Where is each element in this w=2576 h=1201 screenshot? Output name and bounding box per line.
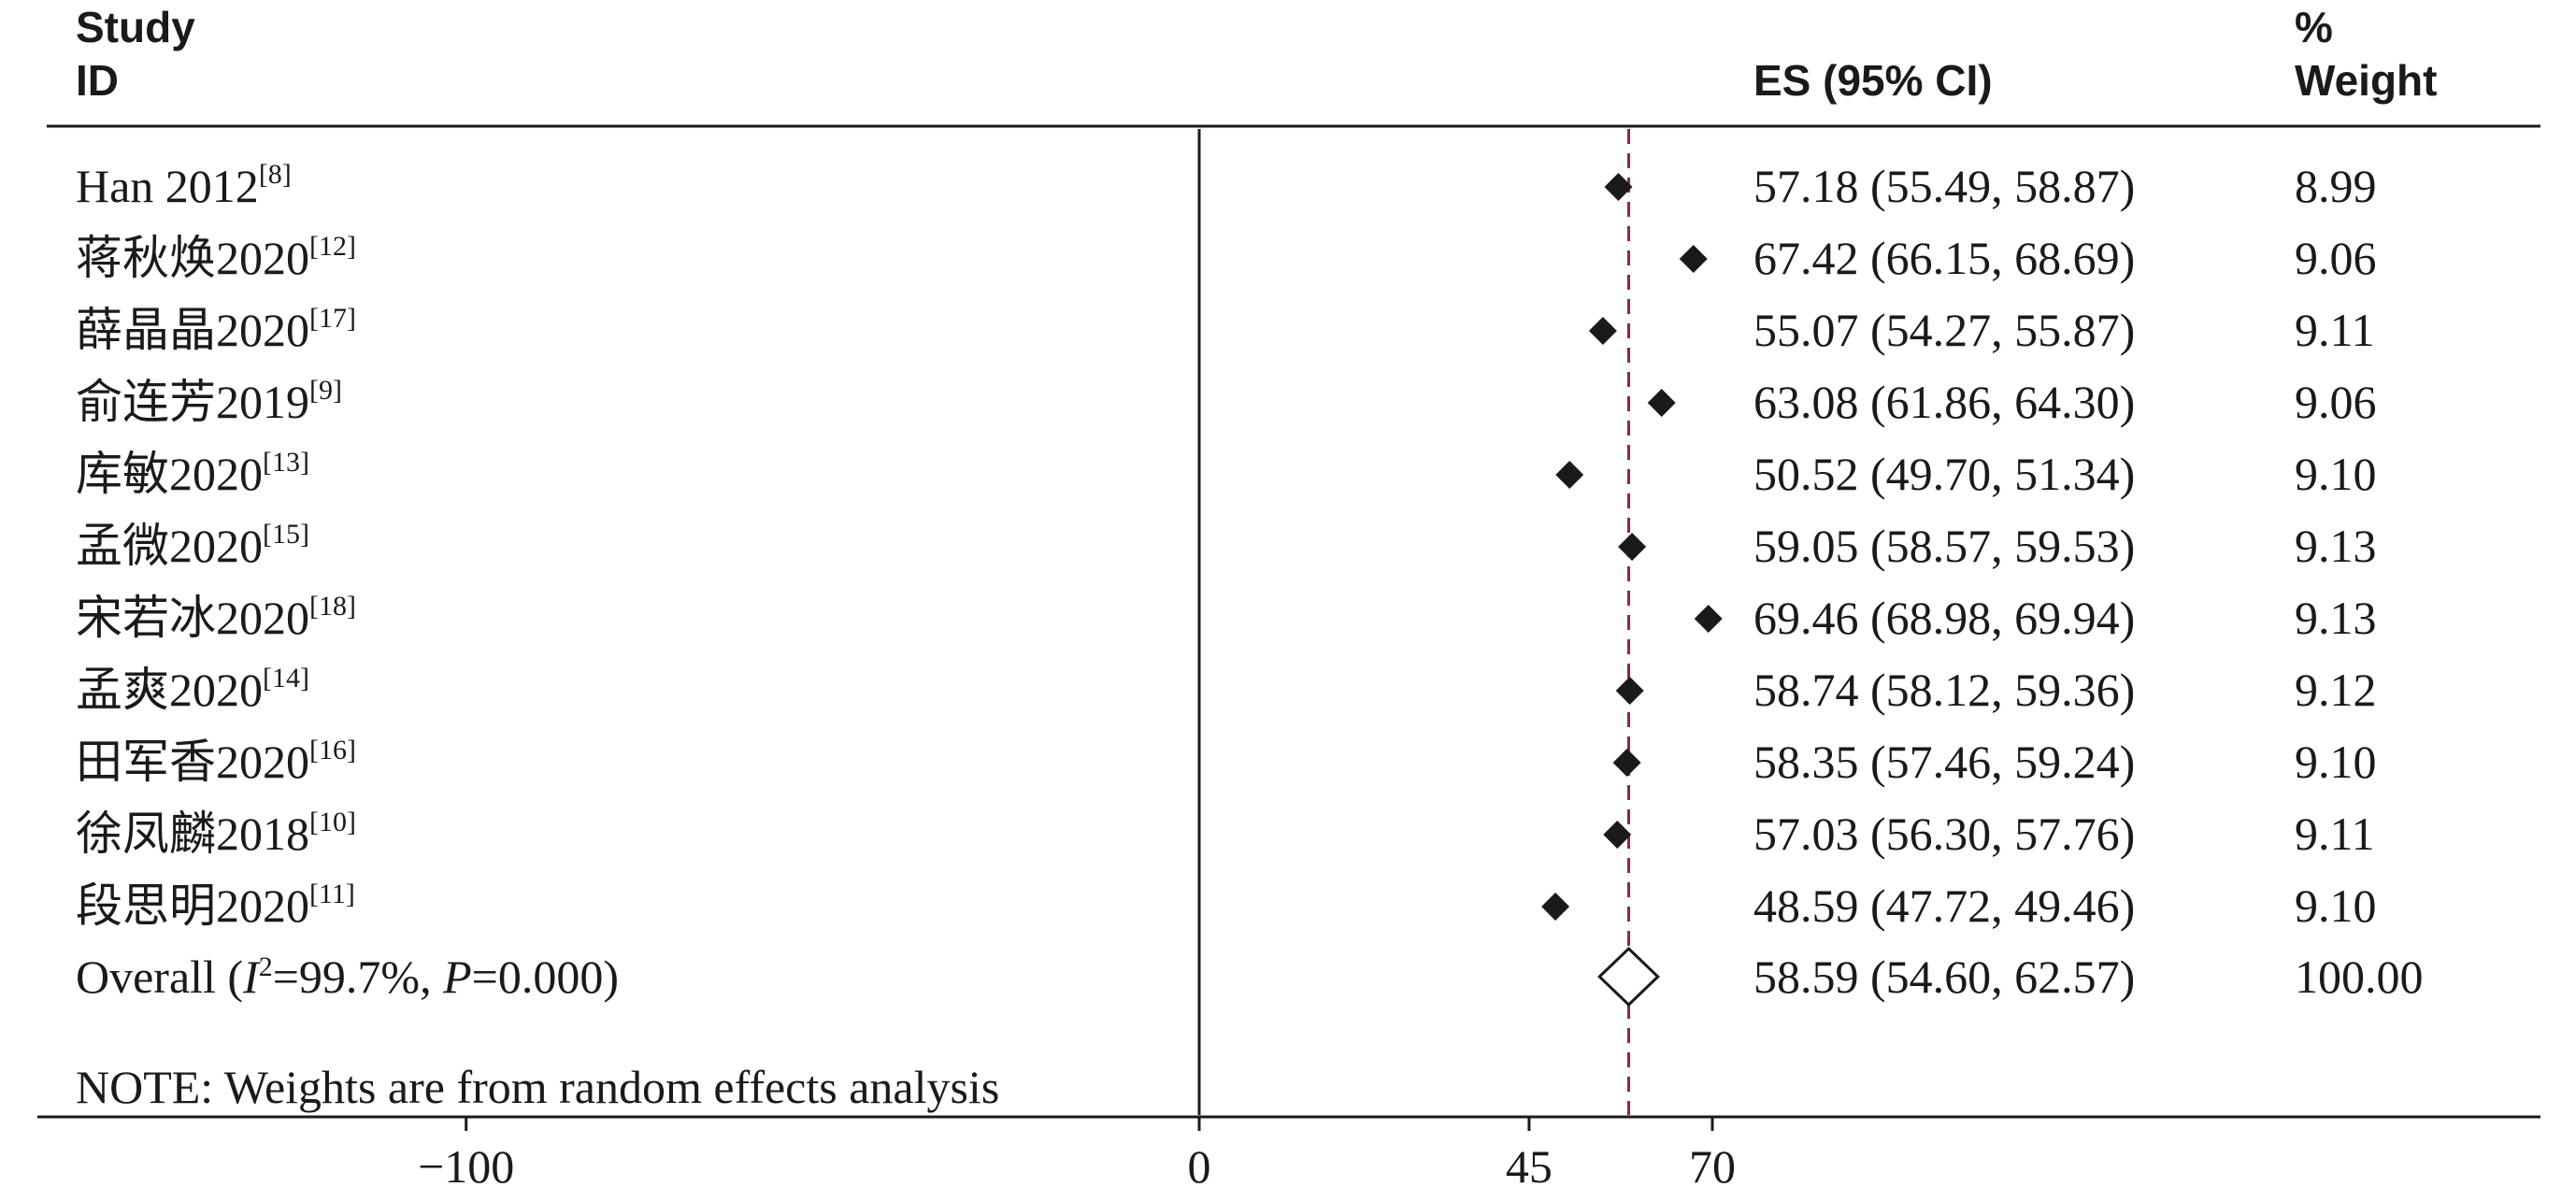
x-tick-label: 0 — [1188, 1140, 1211, 1193]
point-estimate-marker — [1604, 173, 1633, 201]
point-estimate-marker — [1618, 533, 1647, 561]
study-weight: 8.99 — [2295, 160, 2377, 212]
study-row: 库敏2020[13] 50.52 (49.70, 51.34) 9.10 — [76, 447, 2377, 500]
study-row: 徐凤麟2018[10] 57.03 (56.30, 57.76) 9.11 — [76, 807, 2375, 860]
study-weight: 9.13 — [2295, 520, 2377, 572]
study-es: 57.18 (55.49, 58.87) — [1753, 160, 2135, 212]
study-es: 58.35 (57.46, 59.24) — [1753, 736, 2135, 788]
study-label: 宋若冰2020[18] — [76, 591, 356, 644]
study-row: 段思明2020[11] 48.59 (47.72, 49.46) 9.10 — [76, 879, 2377, 932]
study-label: 徐凤麟2018[10] — [76, 807, 356, 860]
point-estimate-marker — [1588, 317, 1617, 345]
study-row: 薛晶晶2020[17] 55.07 (54.27, 55.87) 9.11 — [76, 303, 2375, 356]
point-estimate-marker — [1615, 677, 1644, 705]
study-weight: 9.12 — [2295, 664, 2377, 716]
study-weight: 9.11 — [2295, 304, 2375, 356]
study-es: 67.42 (66.15, 68.69) — [1753, 232, 2135, 284]
study-row: 孟微2020[15] 59.05 (58.57, 59.53) 9.13 — [76, 519, 2377, 572]
study-weight: 9.13 — [2295, 592, 2377, 644]
study-label: 孟爽2020[14] — [76, 663, 309, 716]
study-row: 蒋秋焕2020[12] 67.42 (66.15, 68.69) 9.06 — [76, 231, 2377, 284]
overall-label: Overall (I2=99.7%, P=0.000) — [76, 951, 619, 1003]
study-row: 田军香2020[16] 58.35 (57.46, 59.24) 9.10 — [76, 735, 2377, 788]
header-study: Study — [76, 3, 195, 51]
study-es: 69.46 (68.98, 69.94) — [1753, 592, 2135, 644]
header-percent: % — [2295, 3, 2333, 51]
study-weight: 9.11 — [2295, 808, 2375, 860]
study-label: 田军香2020[16] — [76, 735, 356, 788]
study-weight: 9.10 — [2295, 736, 2377, 788]
overall-diamond — [1597, 946, 1660, 1008]
study-row: 孟爽2020[14] 58.74 (58.12, 59.36) 9.12 — [76, 663, 2377, 716]
study-label: 孟微2020[15] — [76, 519, 309, 572]
study-row: Han 2012[8] 57.18 (55.49, 58.87) 8.99 — [76, 159, 2377, 212]
x-tick-label: −100 — [418, 1140, 514, 1193]
study-es: 50.52 (49.70, 51.34) — [1753, 448, 2135, 500]
note: NOTE: Weights are from random effects an… — [76, 1061, 999, 1113]
header-id: ID — [76, 56, 119, 105]
point-estimate-marker — [1555, 461, 1584, 489]
header-weight: Weight — [2295, 56, 2437, 105]
point-estimate-marker — [1612, 749, 1641, 777]
study-label: 薛晶晶2020[17] — [76, 303, 356, 356]
study-es: 55.07 (54.27, 55.87) — [1753, 304, 2135, 356]
point-estimate-marker — [1541, 893, 1570, 921]
point-estimate-marker — [1694, 605, 1723, 633]
study-label: 库敏2020[13] — [76, 447, 309, 500]
point-estimate-marker — [1647, 389, 1676, 417]
study-label: 段思明2020[11] — [76, 879, 355, 932]
overall-weight: 100.00 — [2295, 951, 2424, 1003]
header-es: ES (95% CI) — [1753, 56, 1993, 105]
x-tick-label: 70 — [1689, 1140, 1736, 1193]
study-weight: 9.06 — [2295, 376, 2377, 428]
study-row: 宋若冰2020[18] 69.46 (68.98, 69.94) 9.13 — [76, 591, 2377, 644]
study-es: 63.08 (61.86, 64.30) — [1753, 376, 2135, 428]
study-weight: 9.10 — [2295, 448, 2377, 500]
point-estimate-marker — [1603, 821, 1632, 849]
study-row: 俞连芳2019[9] 63.08 (61.86, 64.30) 9.06 — [76, 375, 2377, 428]
study-weight: 9.10 — [2295, 879, 2377, 932]
overall-es: 58.59 (54.60, 62.57) — [1753, 951, 2135, 1003]
study-label: 蒋秋焕2020[12] — [76, 231, 356, 284]
study-es: 57.03 (56.30, 57.76) — [1753, 808, 2135, 860]
study-label: 俞连芳2019[9] — [76, 375, 342, 428]
study-es: 58.74 (58.12, 59.36) — [1753, 664, 2135, 716]
study-label: Han 2012[8] — [76, 159, 292, 212]
point-estimate-marker — [1679, 245, 1708, 273]
study-es: 59.05 (58.57, 59.53) — [1753, 520, 2135, 572]
study-weight: 9.06 — [2295, 232, 2377, 284]
study-es: 48.59 (47.72, 49.46) — [1753, 879, 2135, 932]
x-tick-label: 45 — [1506, 1140, 1553, 1193]
